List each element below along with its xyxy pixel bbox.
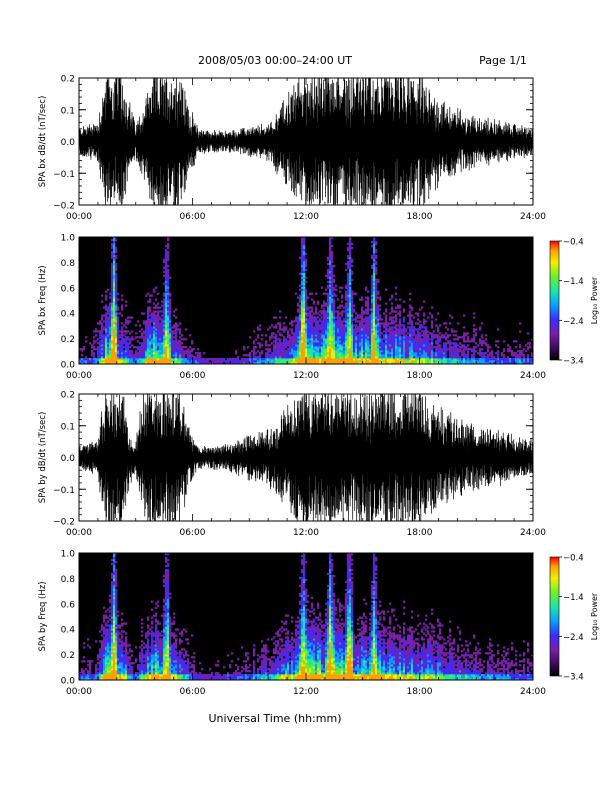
- x-tick-label: 06:00: [180, 687, 206, 697]
- waveform-path: [79, 394, 533, 521]
- y-tick-label: 0.4: [61, 310, 76, 320]
- x-axis-label: Universal Time (hh:mm): [209, 712, 342, 725]
- colorbar-scale: [549, 240, 560, 361]
- colorbar-tick-label: −1.4: [563, 277, 584, 287]
- y-tick-label: −0.2: [53, 518, 75, 528]
- spectrogram-image: [79, 553, 534, 681]
- colorbar: −0.4 −1.4 −2.4 −3.4 Log₁₀ Power: [549, 238, 599, 367]
- x-tick-label: 12:00: [293, 212, 319, 222]
- y-tick-label: −0.2: [53, 202, 75, 212]
- y-tick-label: 0.1: [61, 106, 75, 116]
- y-axis-label: SPA bx Freq (Hz): [38, 265, 48, 335]
- x-tick-label: 12:00: [293, 687, 319, 697]
- plot-frame: [78, 552, 534, 681]
- y-tick-label: 0.2: [61, 75, 75, 85]
- y-tick-label: 0.6: [61, 284, 76, 294]
- plot-frame: [78, 77, 534, 206]
- x-tick-label: 18:00: [407, 371, 433, 381]
- y-tick-label: 0.2: [61, 391, 75, 401]
- x-tick-label: 06:00: [180, 212, 206, 222]
- y-tick-label: 0.0: [61, 361, 76, 371]
- x-tick-label: 18:00: [407, 528, 433, 538]
- x-tick-label: 12:00: [293, 371, 319, 381]
- panel-bx-spectrogram: 1.0 0.8 0.6 0.4 0.2 0.000:00 06:00 12:00 18:00 24…: [38, 234, 546, 382]
- y-tick-label: 0.2: [61, 651, 75, 661]
- panel-bx-waveform: 0.2 0.1 0.0 −0.1 −0.200:00 06:00 12:00 18:00 24:…: [38, 75, 546, 223]
- x-tick-label: 06:00: [180, 371, 206, 381]
- colorbar-scale: [549, 556, 560, 677]
- spectrogram-image: [79, 237, 534, 365]
- waveform-trace: [79, 78, 533, 205]
- x-tick-label: 00:00: [66, 371, 92, 381]
- y-tick-label: 0.8: [61, 259, 76, 269]
- x-tick-label: 24:00: [520, 371, 546, 381]
- y-tick-label: 1.0: [61, 550, 76, 560]
- colorbar-label: Log₁₀ Power: [590, 276, 599, 324]
- y-tick-label: 0.2: [61, 335, 75, 345]
- colorbar-tick-label: −2.4: [563, 633, 584, 643]
- panel-by-spectrogram: 1.0 0.8 0.6 0.4 0.2 0.000:00 06:00 12:00 18:00 24…: [38, 550, 546, 698]
- x-tick-label: 00:00: [66, 687, 92, 697]
- x-tick-label: 24:00: [520, 528, 546, 538]
- y-tick-label: 0.0: [61, 138, 76, 148]
- x-tick-label: 24:00: [520, 687, 546, 697]
- y-axis-label: SPA bx dB/dt (nT/sec): [38, 96, 48, 188]
- y-tick-label: 0.4: [61, 626, 76, 636]
- y-axis-label: SPA by Freq (Hz): [38, 581, 48, 651]
- waveform-trace: [79, 394, 533, 521]
- colorbar-tick-label: −3.4: [563, 673, 584, 683]
- colorbar-tick-label: −3.4: [563, 357, 584, 367]
- colorbar-label: Log₁₀ Power: [590, 592, 599, 640]
- y-tick-label: 0.1: [61, 422, 75, 432]
- x-tick-label: 00:00: [66, 528, 92, 538]
- colorbar-tick-label: −0.4: [563, 554, 584, 564]
- waveform-path: [79, 78, 533, 205]
- x-tick-label: 06:00: [180, 528, 206, 538]
- y-tick-label: 1.0: [61, 234, 76, 244]
- y-axis-label: SPA by dB/dt (nT/sec): [38, 412, 48, 504]
- x-tick-label: 24:00: [520, 212, 546, 222]
- y-tick-label: 0.0: [61, 677, 76, 687]
- panel-by-waveform: 0.2 0.1 0.0 −0.1 −0.200:00 06:00 12:00 18:00 24:…: [38, 391, 546, 539]
- x-tick-label: 18:00: [407, 212, 433, 222]
- page-indicator: Page 1/1: [479, 54, 527, 67]
- y-tick-label: 0.6: [61, 600, 76, 610]
- colorbar: −0.4 −1.4 −2.4 −3.4 Log₁₀ Power: [549, 554, 599, 683]
- colorbar-tick-label: −0.4: [563, 238, 584, 248]
- plot-frame: [78, 236, 534, 365]
- y-tick-label: −0.1: [53, 170, 75, 180]
- plot-frame: [78, 393, 534, 522]
- y-tick-label: 0.8: [61, 575, 76, 585]
- colorbar-tick-label: −1.4: [563, 593, 584, 603]
- colorbar-tick-label: −2.4: [563, 317, 584, 327]
- y-tick-label: 0.0: [61, 454, 76, 464]
- y-tick-label: −0.1: [53, 486, 75, 496]
- x-tick-label: 00:00: [66, 212, 92, 222]
- x-tick-label: 18:00: [407, 687, 433, 697]
- x-tick-label: 12:00: [293, 528, 319, 538]
- plot-title: 2008/05/03 00:00–24:00 UT: [198, 54, 352, 67]
